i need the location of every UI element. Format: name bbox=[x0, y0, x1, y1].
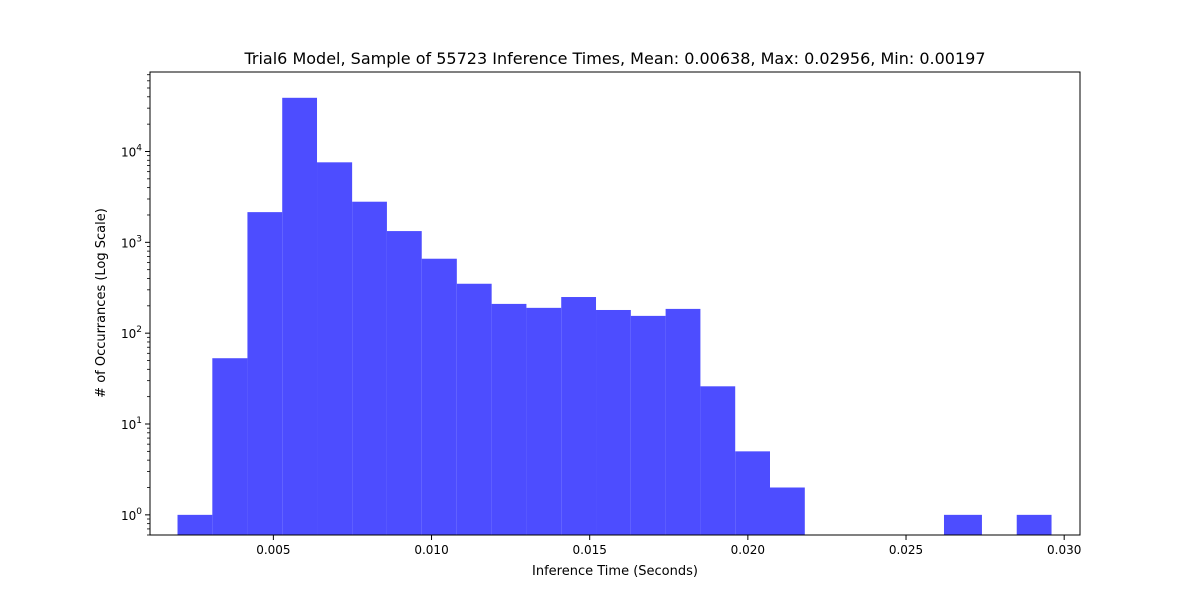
histogram-bar bbox=[526, 307, 562, 535]
y-axis-ticks: 100 101 102 103 104 bbox=[121, 74, 150, 536]
x-tick-label: 0.020 bbox=[731, 543, 765, 557]
histogram-bar bbox=[1016, 514, 1052, 535]
x-tick-label: 0.005 bbox=[256, 543, 290, 557]
histogram-bar bbox=[943, 514, 982, 535]
x-tick-label: 0.030 bbox=[1047, 543, 1081, 557]
plot-frame bbox=[149, 71, 1081, 536]
y-tick-label: 101 bbox=[121, 416, 142, 432]
y-tick-label: 104 bbox=[121, 143, 142, 159]
y-tick-label: 100 bbox=[121, 507, 142, 523]
x-tick-label: 0.015 bbox=[573, 543, 607, 557]
histogram-bar bbox=[421, 258, 457, 535]
histogram-bars bbox=[177, 97, 1052, 536]
histogram-bar bbox=[282, 97, 318, 536]
x-axis-label: Inference Time (Seconds) bbox=[532, 564, 698, 579]
histogram-bar bbox=[735, 451, 770, 535]
histogram-bar bbox=[596, 309, 631, 535]
histogram-bar bbox=[561, 297, 597, 535]
x-tick-label: 0.025 bbox=[889, 543, 923, 557]
chart-title: Trial6 Model, Sample of 55723 Inference … bbox=[243, 49, 985, 68]
histogram-bar bbox=[317, 162, 353, 535]
histogram-bar bbox=[700, 386, 736, 535]
y-tick-label: 103 bbox=[121, 234, 142, 250]
y-axis-label: # of Occurrances (Log Scale) bbox=[94, 208, 109, 398]
histogram-bar bbox=[212, 358, 248, 535]
histogram-bar bbox=[630, 315, 666, 535]
histogram-bar bbox=[456, 283, 492, 535]
histogram-bar bbox=[665, 308, 701, 535]
x-axis-ticks: 0.005 0.010 0.015 0.020 0.025 0.030 bbox=[256, 535, 1081, 557]
histogram-bar bbox=[177, 514, 213, 535]
histogram-bar bbox=[352, 201, 387, 535]
histogram-bar bbox=[770, 487, 805, 535]
histogram-bar bbox=[491, 303, 527, 535]
y-tick-label: 102 bbox=[121, 325, 142, 341]
x-tick-label: 0.010 bbox=[414, 543, 448, 557]
histogram-bar bbox=[247, 212, 283, 535]
histogram-bar bbox=[386, 231, 422, 535]
